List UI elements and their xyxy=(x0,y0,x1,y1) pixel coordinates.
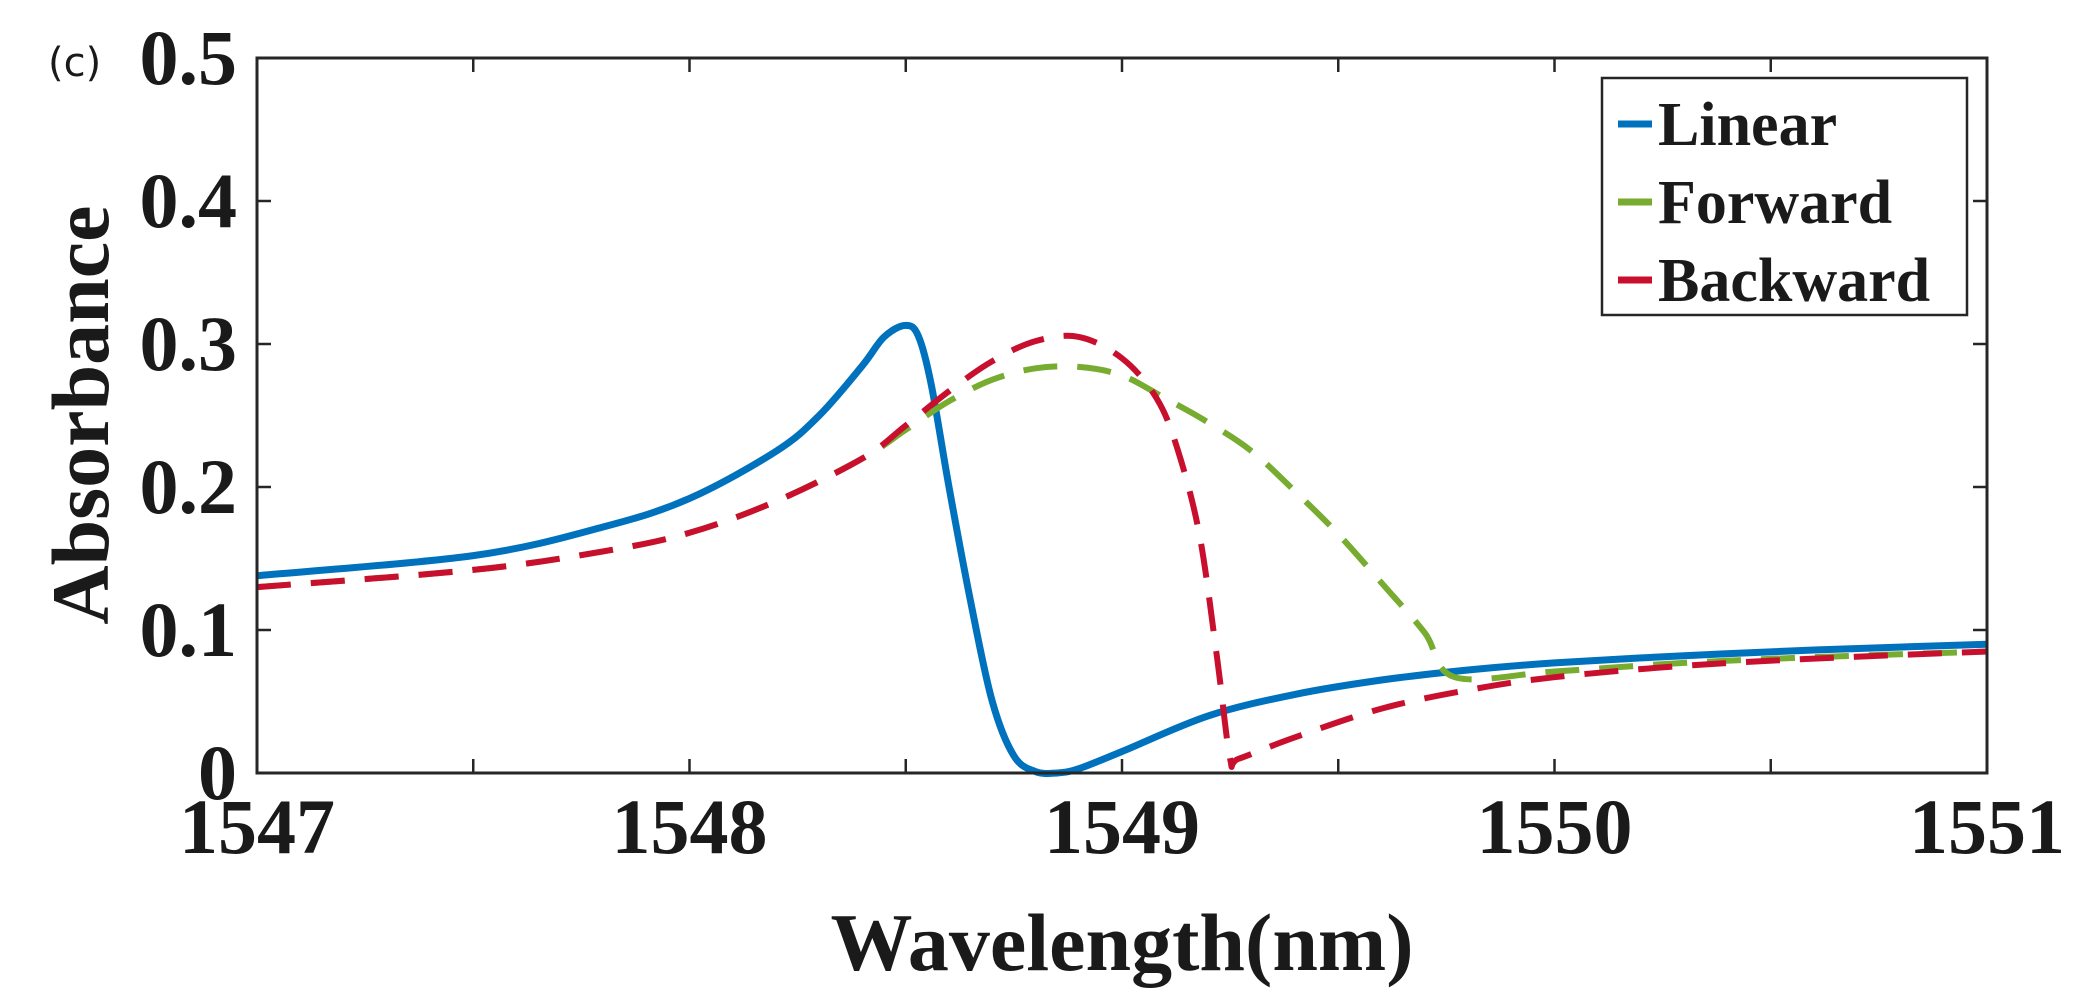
y-axis-title: Absorbance xyxy=(35,205,126,624)
y-tick-labels: 0 0.1 0.2 0.3 0.4 0.5 xyxy=(140,14,238,816)
y-tick-label: 0.4 xyxy=(140,157,238,244)
y-tick-label: 0.2 xyxy=(140,443,238,530)
legend-label-forward: Forward xyxy=(1658,169,1892,237)
plot-frame xyxy=(255,56,1989,775)
x-tick-label: 1550 xyxy=(1477,783,1633,870)
series-forward xyxy=(256,363,1988,683)
y-tick-label: 0.5 xyxy=(140,14,238,101)
y-tick-label: 0.1 xyxy=(140,586,238,673)
legend-label-linear: Linear xyxy=(1658,91,1837,159)
legend: Linear Forward Backward xyxy=(1600,76,1969,317)
y-tick-label: 0 xyxy=(198,729,237,816)
x-tick-label: 1549 xyxy=(1044,783,1200,870)
x-tick-label: 1547 xyxy=(179,783,335,870)
series-layer xyxy=(256,321,1988,778)
x-tick-labels: 1547 1548 1549 1550 1551 xyxy=(179,783,2065,870)
y-tick-label: 0.3 xyxy=(140,300,238,387)
legend-label-backward: Backward xyxy=(1658,247,1930,315)
series-linear xyxy=(256,321,1988,778)
panel-label: (c) xyxy=(48,40,101,86)
legend-box xyxy=(1600,76,1969,317)
x-tick-label: 1548 xyxy=(612,783,768,870)
x-tick-label: 1551 xyxy=(1909,783,2065,870)
x-axis-title: Wavelength(nm) xyxy=(830,897,1413,988)
